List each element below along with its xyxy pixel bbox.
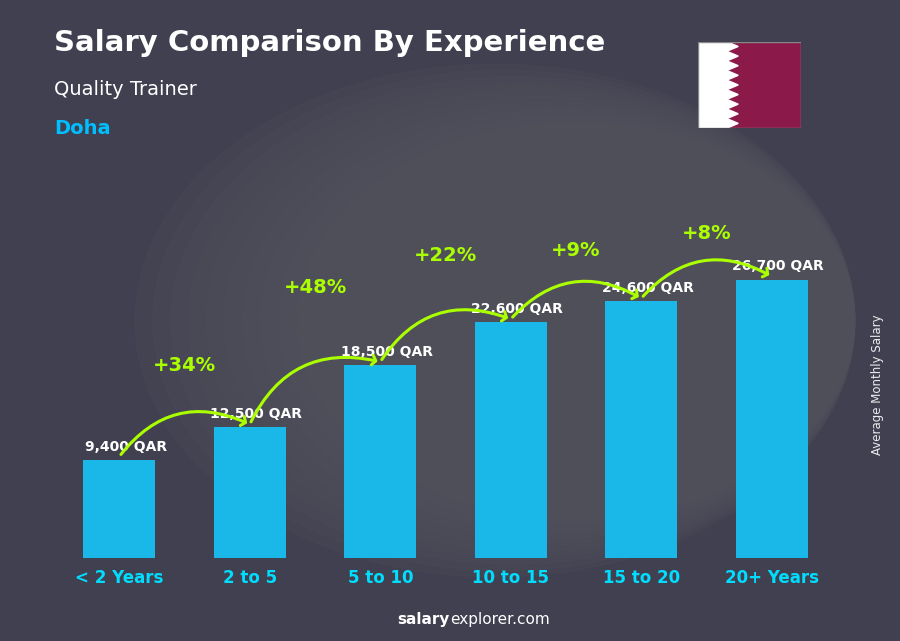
Bar xyxy=(698,42,727,128)
Text: 9,400 QAR: 9,400 QAR xyxy=(85,440,166,454)
Bar xyxy=(84,460,155,558)
Text: Average Monthly Salary: Average Monthly Salary xyxy=(871,314,884,455)
Text: +22%: +22% xyxy=(414,246,477,265)
Text: 18,500 QAR: 18,500 QAR xyxy=(341,345,433,359)
Text: Quality Trainer: Quality Trainer xyxy=(54,80,197,99)
Polygon shape xyxy=(727,51,738,61)
Circle shape xyxy=(261,109,855,532)
Circle shape xyxy=(189,83,855,558)
Polygon shape xyxy=(727,109,738,119)
Text: +48%: +48% xyxy=(284,278,346,297)
Circle shape xyxy=(243,103,855,538)
Polygon shape xyxy=(727,99,738,109)
Text: 26,700 QAR: 26,700 QAR xyxy=(733,260,824,273)
Bar xyxy=(345,365,416,558)
Circle shape xyxy=(225,96,855,545)
Bar xyxy=(606,301,677,558)
Circle shape xyxy=(171,77,855,564)
Circle shape xyxy=(297,122,855,519)
Bar xyxy=(736,279,807,558)
Polygon shape xyxy=(727,61,738,71)
Circle shape xyxy=(207,90,855,551)
Polygon shape xyxy=(727,119,738,128)
Text: +8%: +8% xyxy=(681,224,732,243)
Polygon shape xyxy=(727,80,738,90)
Text: salary: salary xyxy=(398,612,450,627)
Text: Salary Comparison By Experience: Salary Comparison By Experience xyxy=(54,29,605,57)
Text: explorer.com: explorer.com xyxy=(450,612,550,627)
Text: 12,500 QAR: 12,500 QAR xyxy=(211,407,302,421)
Text: +34%: +34% xyxy=(153,356,216,376)
Circle shape xyxy=(153,71,855,570)
Circle shape xyxy=(279,115,855,526)
Text: 22,600 QAR: 22,600 QAR xyxy=(472,302,563,316)
Polygon shape xyxy=(727,42,738,51)
Polygon shape xyxy=(727,90,738,99)
Text: +9%: +9% xyxy=(551,241,601,260)
Bar xyxy=(214,428,285,558)
Text: Doha: Doha xyxy=(54,119,111,138)
Circle shape xyxy=(135,64,855,577)
Bar xyxy=(475,322,546,558)
Polygon shape xyxy=(727,71,738,80)
Text: 24,600 QAR: 24,600 QAR xyxy=(602,281,694,295)
